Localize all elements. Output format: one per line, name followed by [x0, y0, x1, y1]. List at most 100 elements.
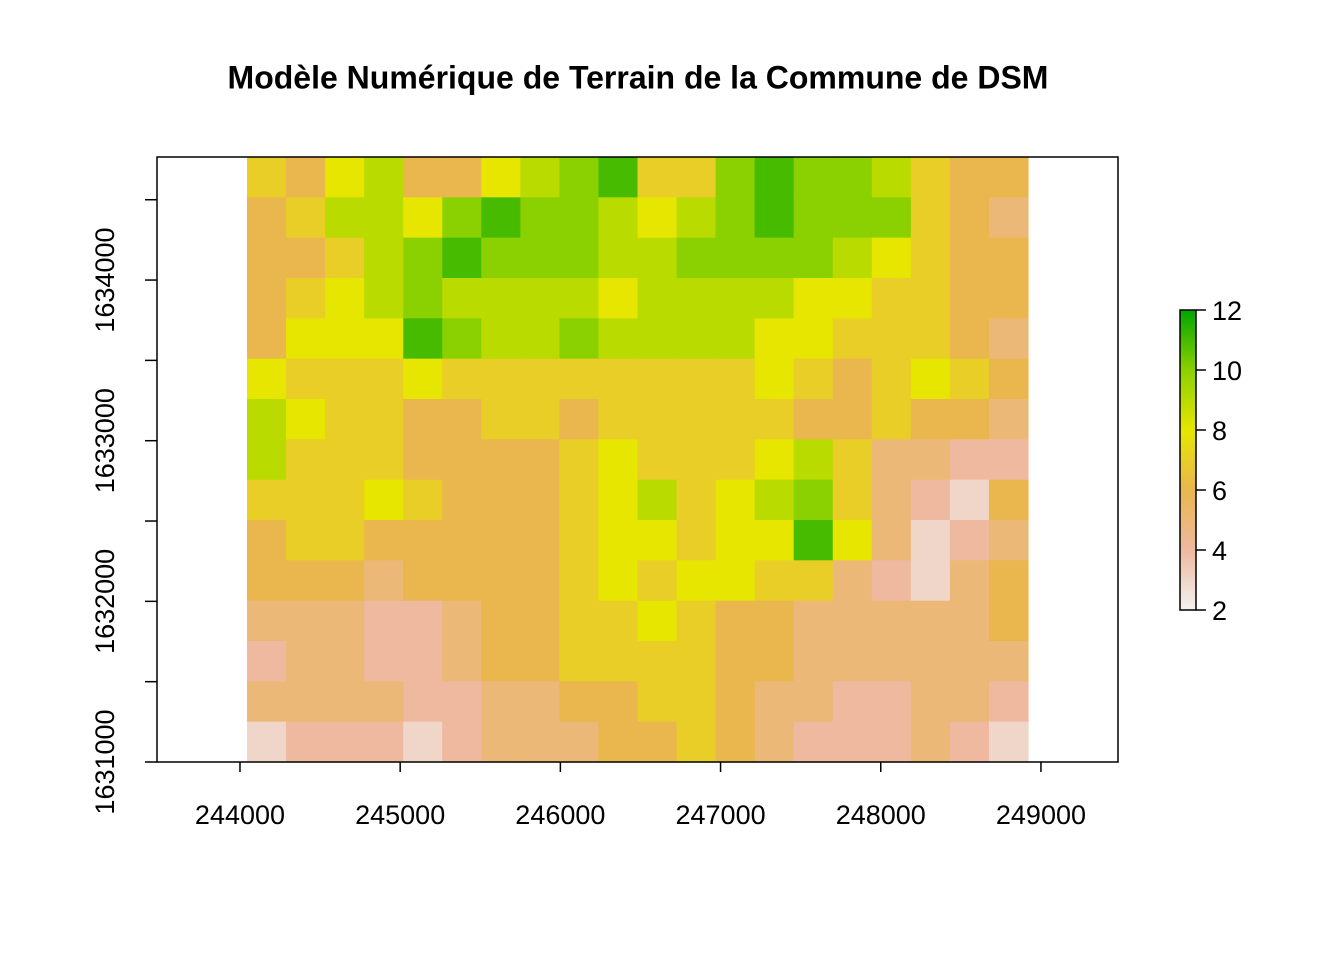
- raster-cell: [520, 641, 561, 682]
- raster-cell: [832, 278, 873, 319]
- raster-cell: [286, 197, 326, 239]
- raster-cell: [403, 681, 443, 723]
- raster-cell: [910, 560, 951, 602]
- raster-cell: [286, 237, 326, 279]
- raster-cell: [520, 157, 561, 198]
- raster-cell: [559, 520, 600, 561]
- raster-cell: [559, 439, 600, 481]
- raster-cell: [247, 399, 287, 440]
- raster-cell: [286, 479, 326, 521]
- x-tick-label: 248000: [836, 800, 926, 830]
- raster-cell: [364, 560, 404, 602]
- raster-cell: [364, 600, 404, 642]
- raster-cell: [559, 721, 600, 763]
- raster-cell: [520, 278, 561, 319]
- raster-cell: [364, 479, 404, 521]
- raster-cell: [910, 641, 951, 682]
- raster-cell: [754, 641, 795, 682]
- raster-cell: [559, 318, 600, 360]
- raster-cell: [559, 197, 600, 239]
- raster-cell: [637, 197, 678, 239]
- raster-cell: [520, 399, 561, 440]
- raster-cell: [793, 278, 834, 319]
- raster-cell: [793, 721, 834, 763]
- raster-cell: [715, 237, 756, 279]
- raster-cell: [247, 318, 287, 360]
- raster-cell: [676, 197, 717, 239]
- raster-cell: [364, 681, 404, 723]
- raster-cell: [364, 278, 404, 319]
- raster-cell: [676, 157, 717, 198]
- raster-cell: [637, 721, 678, 763]
- raster-cell: [403, 318, 443, 360]
- raster-cell: [403, 520, 443, 561]
- raster-cell: [793, 318, 834, 360]
- raster-cell: [403, 237, 443, 279]
- raster-cell: [949, 641, 990, 682]
- raster-cell: [676, 439, 717, 481]
- raster-cell: [325, 278, 365, 319]
- raster-cell: [481, 641, 521, 682]
- raster-cell: [286, 641, 326, 682]
- raster-cell: [559, 641, 600, 682]
- raster-cell: [481, 318, 521, 360]
- raster-cell: [559, 278, 600, 319]
- x-tick-label: 245000: [355, 800, 445, 830]
- raster-cell: [325, 641, 365, 682]
- raster-cell: [325, 439, 365, 481]
- raster-cell: [481, 681, 521, 723]
- raster-cell: [754, 237, 795, 279]
- raster-cell: [442, 358, 482, 400]
- raster-cell: [520, 721, 561, 763]
- raster-cell: [481, 399, 521, 440]
- raster-cell: [325, 560, 365, 602]
- raster-cell: [442, 721, 482, 763]
- raster-cell: [364, 157, 404, 198]
- raster-cell: [442, 157, 482, 198]
- raster-cell: [286, 600, 326, 642]
- x-tick-label: 247000: [676, 800, 766, 830]
- raster-cell: [442, 560, 482, 602]
- raster-cell: [988, 439, 1029, 481]
- y-tick-label: 1631000: [90, 709, 120, 814]
- raster-cell: [910, 358, 951, 400]
- raster-cell: [910, 237, 951, 279]
- raster-cell: [247, 681, 287, 723]
- raster-cell: [481, 157, 521, 198]
- raster-cell: [481, 197, 521, 239]
- raster-cell: [442, 681, 482, 723]
- raster-cell: [949, 318, 990, 360]
- raster-cell: [481, 278, 521, 319]
- raster-cell: [286, 358, 326, 400]
- raster-cell: [637, 479, 678, 521]
- raster-cell: [871, 439, 912, 481]
- raster-cell: [286, 439, 326, 481]
- raster-cell: [442, 399, 482, 440]
- raster-cell: [832, 399, 873, 440]
- raster-cell: [442, 237, 482, 279]
- x-tick-label: 246000: [515, 800, 605, 830]
- raster-cell: [949, 358, 990, 400]
- raster-cell: [559, 600, 600, 642]
- raster-cell: [832, 439, 873, 481]
- raster-cell: [988, 600, 1029, 642]
- raster-cell: [910, 479, 951, 521]
- raster-cell: [247, 197, 287, 239]
- raster-cell: [364, 237, 404, 279]
- raster-cell: [559, 560, 600, 602]
- raster-cell: [598, 399, 639, 440]
- raster-cell: [949, 681, 990, 723]
- raster-cell: [598, 318, 639, 360]
- raster-cell: [793, 358, 834, 400]
- raster-cell: [364, 358, 404, 400]
- raster-cell: [793, 641, 834, 682]
- raster-cell: [871, 318, 912, 360]
- raster-cell: [442, 600, 482, 642]
- raster-cell: [988, 520, 1029, 561]
- raster-cell: [832, 479, 873, 521]
- raster-cell: [754, 399, 795, 440]
- raster-cell: [364, 721, 404, 763]
- raster-cell: [949, 520, 990, 561]
- raster-cell: [949, 399, 990, 440]
- raster-cell: [481, 479, 521, 521]
